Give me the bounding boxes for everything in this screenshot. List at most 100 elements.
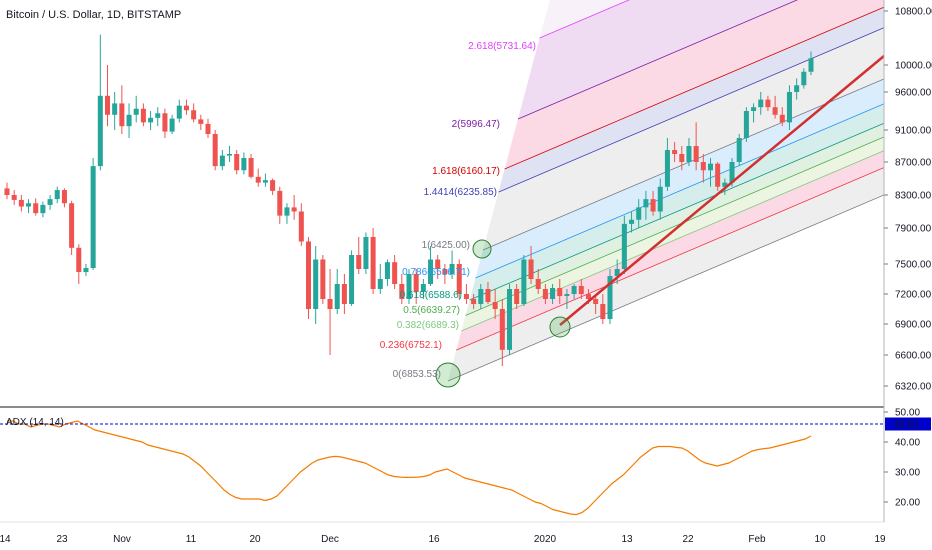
fib-level-line [517,0,798,120]
candle-body [4,188,10,195]
fib-band [469,103,884,301]
price-tick-label: 7500.00 [895,260,932,271]
candle-body [61,190,67,204]
candle-body [33,203,39,214]
candle-body [471,299,477,304]
candle-body [262,180,268,183]
candle-body [148,117,154,123]
candle-body [97,95,103,167]
price-tick-label: 8700.00 [895,158,932,169]
fib-band [448,167,884,381]
candle-body [241,158,247,171]
fib-level-line [498,27,884,193]
fib-band [475,78,884,279]
fib-level-label: 1.4414(6235.85) [424,187,497,198]
candle-body [621,223,627,269]
fib-level-label: 0.5(6639.27) [403,305,460,316]
candle-body [550,288,556,299]
candle-body [420,284,426,292]
candle-body [679,154,685,162]
adx-tick-label: 50.00 [895,408,920,419]
candle-body [219,155,225,167]
adx-value-badge [885,417,931,431]
candle-body [535,279,541,289]
anchor-circle [549,316,571,338]
candle-body [183,105,189,111]
candle-body [492,302,498,309]
candle-body [693,146,699,162]
fib-band [461,136,884,331]
candle-body [334,284,340,309]
candle-body [593,299,599,304]
candle-body [277,190,283,216]
candle-body [363,237,369,269]
time-tick-label: 23 [56,534,68,545]
candle-body [636,207,642,220]
fib-band [483,27,884,250]
candle-body [571,286,577,294]
candle-body [40,204,46,214]
time-tick-label: Feb [748,534,766,545]
price-tick-label: 8300.00 [895,191,932,202]
price-tick-label: 10000.00 [895,61,932,72]
candle-body [758,99,764,108]
fib-level-line [539,0,630,39]
candle-body [83,268,89,272]
candles-series [4,34,814,367]
candle-body [169,118,175,132]
candle-body [176,105,182,119]
pane-divider [0,406,884,523]
candle-body [126,114,132,127]
candle-body [449,264,455,274]
trendline[interactable] [559,55,885,326]
time-axis[interactable]: 14 23 Nov 11 20 Dec 16 2020 13 22 Feb 10 19 [0,534,886,545]
price-axis[interactable]: 10800.00 10000.00 9600.00 9100.00 8700.00 830… [883,0,932,522]
time-tick-label: 11 [186,534,197,545]
candle-body [729,162,735,183]
candle-body [557,288,563,296]
fib-band [498,7,884,193]
price-tick-label: 10800.00 [895,7,932,18]
adx-indicator-label: ADX (14, 14) [6,417,64,428]
candle-body [313,259,319,309]
candle-body [104,95,111,115]
fib-level-label: 2.618(5731.64) [468,41,536,52]
candle-body [406,274,412,299]
trendline-segment [559,55,885,326]
fib-anchor-circles[interactable] [435,239,571,388]
fib-level-labels: 0(6853.53) 0.236(6752.1) 0.382(6689.3) 0.5(… [380,41,536,380]
candle-body [384,262,390,279]
candle-body [356,255,362,269]
candle-body [298,211,304,242]
price-tick-label: 9100.00 [895,126,932,137]
candle-body [198,119,204,124]
time-tick-label: 13 [621,534,633,545]
candle-body [629,219,635,224]
candle-body [765,99,771,108]
fib-level-label: 1(6425.00) [422,240,470,251]
candle-body [736,138,742,162]
candle-body [291,207,297,212]
candle-body [428,259,434,284]
candle-body [140,108,146,123]
fib-channel[interactable] [447,0,932,382]
candle-body [478,289,484,304]
candle-body [779,114,785,123]
adx-axis[interactable]: 50.00 40.00 30.00 20.00 45.81 [884,408,931,509]
fib-level-line [461,150,884,332]
candle-body [392,262,398,284]
fib-level-line [504,6,884,170]
fib-level-line [482,78,884,251]
candle-body [751,107,757,111]
fib-band [465,123,884,316]
candle-body [435,259,441,269]
fib-level-label: 0.382(6689.3) [397,320,459,331]
candle-body [69,203,75,248]
price-tick-label: 6320.00 [895,382,932,393]
candle-body [11,195,17,200]
time-tick-label: 22 [682,534,694,545]
fib-band [504,0,884,170]
price-tick-label: 7200.00 [895,290,932,301]
candle-body [212,134,218,167]
